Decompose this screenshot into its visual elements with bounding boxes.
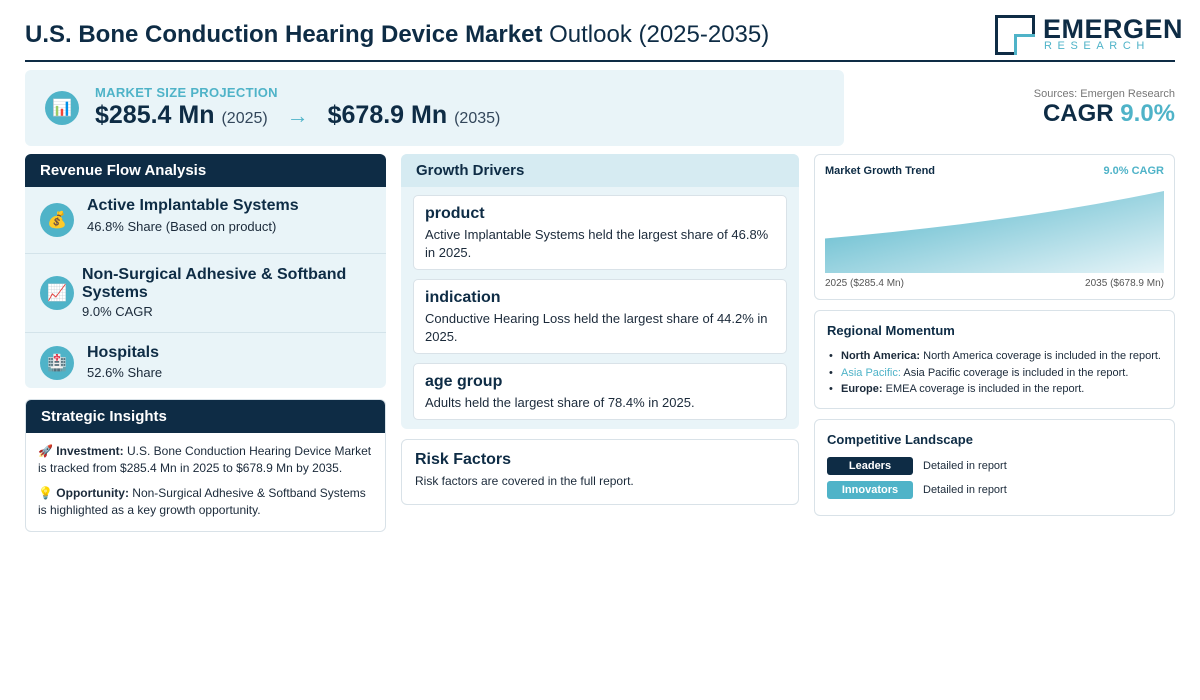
risk-factors-panel: Risk Factors Risk factors are covered in… [401,439,799,505]
revenue-item-subtitle: 52.6% Share [87,365,163,380]
competitive-row: Leaders Detailed in report [827,457,1162,475]
revenue-flow-title: Revenue Flow Analysis [25,154,386,187]
driver-card: indication Conductive Hearing Loss held … [413,279,787,354]
market-growth-trend-panel: Market Growth Trend 9.0% CAGR 2025 ($285… [814,154,1175,300]
page-title-light: Outlook (2025-2035) [549,21,770,48]
end-year: (2035) [454,110,501,127]
leaders-badge: Leaders [827,457,913,475]
regional-momentum-title: Regional Momentum [827,323,955,338]
revenue-flow-panel: Revenue Flow Analysis 💰 Active Implantab… [25,154,386,388]
trend-start-label: 2025 ($285.4 Mn) [825,278,904,289]
growth-drivers-panel: Growth Drivers product Active Implantabl… [401,154,799,429]
driver-text: Active Implantable Systems held the larg… [425,227,769,260]
region-text: North America coverage is included in th… [923,350,1161,362]
growth-drivers-title: Growth Drivers [401,154,799,187]
driver-text: Adults held the largest share of 78.4% i… [425,395,695,410]
driver-card: product Active Implantable Systems held … [413,195,787,270]
region-item: Asia Pacific: Asia Pacific coverage is i… [827,365,1162,382]
innovators-badge: Innovators [827,481,913,499]
driver-card: age group Adults held the largest share … [413,363,787,420]
driver-title: indication [425,289,501,306]
revenue-item-title: Non-Surgical Adhesive & Softband Systems [82,266,347,301]
opportunity-label: Opportunity: [56,486,129,500]
cagr-headline: CAGR 9.0% [1043,100,1175,128]
trend-title: Market Growth Trend [825,165,936,177]
page-title-bold: U.S. Bone Conduction Hearing Device Mark… [25,21,543,48]
bar-chart-icon: 📊 [45,91,79,125]
competitive-landscape-title: Competitive Landscape [827,432,973,447]
regional-momentum-panel: Regional Momentum North America: North A… [814,310,1175,409]
competitive-landscape-panel: Competitive Landscape Leaders Detailed i… [814,419,1175,516]
driver-title: product [425,205,485,222]
start-value: $285.4 Mn [95,101,215,129]
projection-label: MARKET SIZE PROJECTION [95,85,278,100]
trend-area-series [825,191,1164,273]
hospital-icon: 🏥 [40,346,74,380]
opportunity-insight: 💡 Opportunity: Non-Surgical Adhesive & S… [26,485,385,519]
trend-cagr-label: 9.0% CAGR [1103,165,1164,177]
trend-area-chart [825,191,1164,273]
competitive-row: Innovators Detailed in report [827,481,1162,499]
logo-name: EMERGEN [1043,14,1184,44]
logo-subtitle: RESEARCH [1044,40,1150,52]
rocket-icon: 🚀 [38,444,53,458]
start-year: (2025) [221,110,268,127]
opportunity-text: Non-Surgical Adhesive & Softband Systems… [38,486,366,517]
cagr-label: CAGR [1042,100,1114,127]
driver-text: Conductive Hearing Loss held the largest… [425,311,768,344]
revenue-item: 🏥 Hospitals 52.6% Share [25,333,386,388]
region-name: North America: [841,350,921,362]
investment-label: Investment: [56,444,124,458]
revenue-item-subtitle: 9.0% CAGR [82,304,153,319]
competitive-row-text: Detailed in report [923,460,1007,472]
risk-factors-text: Risk factors are covered in the full rep… [415,474,634,488]
driver-title: age group [425,373,503,390]
revenue-item: 📈 Non-Surgical Adhesive & Softband Syste… [25,254,386,333]
market-size-projection: 📊 MARKET SIZE PROJECTION $285.4 Mn (2025… [25,70,844,146]
investment-insight: 🚀 Investment: U.S. Bone Conduction Heari… [26,443,385,477]
cagr-value: 9.0% [1120,100,1175,127]
revenue-item: 💰 Active Implantable Systems 46.8% Share… [25,187,386,254]
strategic-insights-panel: Strategic Insights 🚀 Investment: U.S. Bo… [25,399,386,532]
page-title: U.S. Bone Conduction Hearing Device Mark… [25,21,769,49]
region-item: North America: North America coverage is… [827,348,1162,365]
trend-chart-icon: 📈 [40,276,74,310]
revenue-item-title: Active Implantable Systems [87,197,299,214]
competitive-row-text: Detailed in report [923,484,1007,496]
emergen-logo: EMERGEN RESEARCH [995,14,1183,56]
strategic-insights-title: Strategic Insights [26,400,385,433]
region-text: Asia Pacific coverage is included in the… [903,366,1129,379]
region-name: Asia Pacific: [841,366,901,379]
money-bag-icon: 💰 [40,203,74,237]
page-header: U.S. Bone Conduction Hearing Device Mark… [25,12,1183,62]
projection-values: $285.4 Mn (2025) → $678.9 Mn (2035) [95,101,500,130]
risk-factors-title: Risk Factors [415,451,512,468]
region-item: Europe: EMEA coverage is included in the… [827,381,1162,398]
end-value: $678.9 Mn [327,101,448,129]
region-list: North America: North America coverage is… [827,348,1162,398]
arrow-right-icon: → [286,103,309,128]
trend-end-label: 2035 ($678.9 Mn) [1085,278,1164,289]
region-text: EMEA coverage is included in the report. [885,383,1085,395]
revenue-item-title: Hospitals [87,344,160,361]
lightbulb-icon: 💡 [38,486,53,500]
logo-mark-icon [995,15,1035,55]
region-name: Europe: [841,383,883,395]
sources-note: Sources: Emergen Research [1033,88,1175,100]
revenue-item-subtitle: 46.8% Share (Based on product) [87,219,277,234]
investment-text: U.S. Bone Conduction Hearing Device Mark… [38,444,372,475]
